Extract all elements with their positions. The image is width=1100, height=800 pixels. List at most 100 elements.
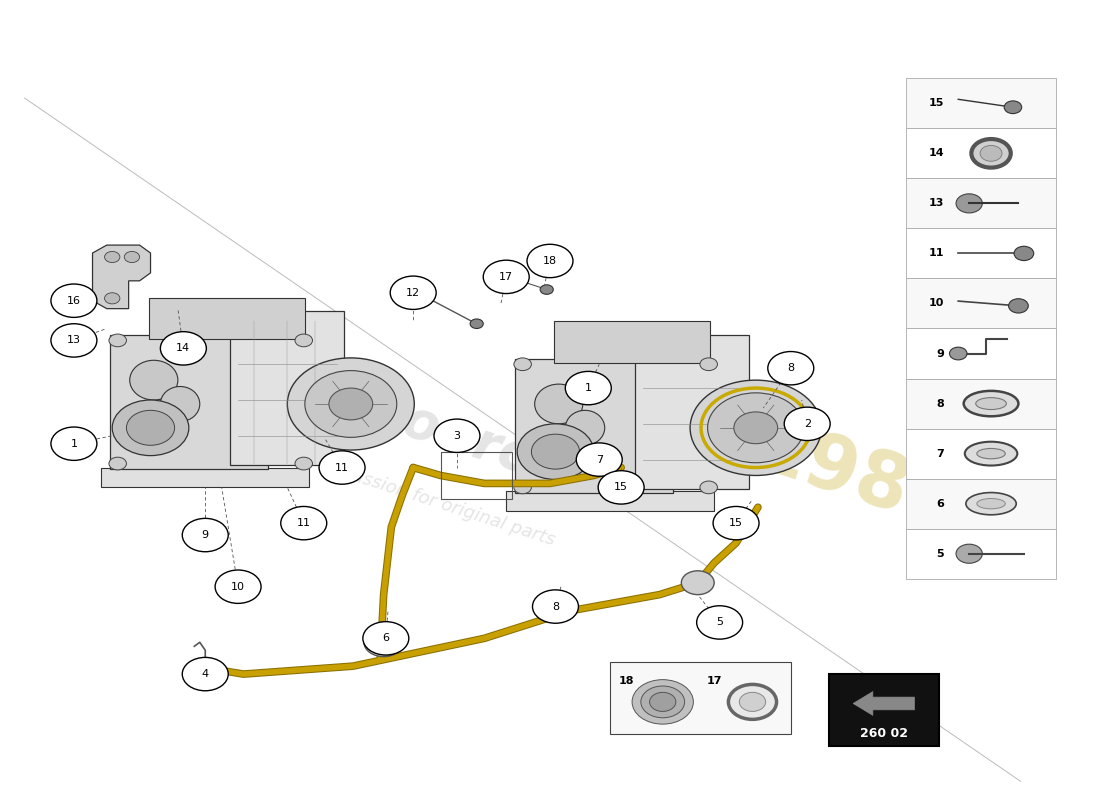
Circle shape xyxy=(517,424,594,479)
Circle shape xyxy=(319,451,365,484)
Bar xyxy=(905,78,1056,128)
Ellipse shape xyxy=(565,410,605,446)
Text: 4: 4 xyxy=(201,669,209,679)
Bar xyxy=(829,674,938,746)
Text: 6: 6 xyxy=(383,634,389,643)
Circle shape xyxy=(287,358,415,450)
Polygon shape xyxy=(92,245,151,309)
Text: 18: 18 xyxy=(543,256,557,266)
FancyBboxPatch shape xyxy=(110,335,267,469)
Circle shape xyxy=(531,434,580,469)
Circle shape xyxy=(681,571,714,594)
Circle shape xyxy=(598,470,645,504)
Polygon shape xyxy=(101,467,309,487)
Text: 10: 10 xyxy=(231,582,245,592)
Text: 8: 8 xyxy=(936,398,944,409)
Circle shape xyxy=(713,506,759,540)
Bar xyxy=(905,329,1056,378)
Text: 9: 9 xyxy=(936,349,944,358)
Text: 13: 13 xyxy=(67,335,81,346)
Circle shape xyxy=(971,139,1011,168)
Circle shape xyxy=(700,358,717,370)
Ellipse shape xyxy=(130,360,178,400)
Text: 15: 15 xyxy=(729,518,744,528)
Circle shape xyxy=(51,324,97,357)
Text: 1: 1 xyxy=(70,438,77,449)
Text: 1: 1 xyxy=(585,383,592,393)
Circle shape xyxy=(739,692,766,711)
Circle shape xyxy=(51,427,97,460)
Circle shape xyxy=(1009,298,1028,313)
Text: 16: 16 xyxy=(67,296,81,306)
Ellipse shape xyxy=(965,442,1018,466)
Circle shape xyxy=(707,393,804,462)
Circle shape xyxy=(956,544,982,563)
Circle shape xyxy=(980,146,1002,162)
Text: 6: 6 xyxy=(936,498,944,509)
Ellipse shape xyxy=(964,391,1019,416)
Circle shape xyxy=(565,371,612,405)
Text: 8: 8 xyxy=(552,602,559,611)
Text: 2: 2 xyxy=(804,419,811,429)
Circle shape xyxy=(641,686,684,718)
Bar xyxy=(441,452,512,499)
Circle shape xyxy=(280,506,327,540)
Circle shape xyxy=(768,351,814,385)
Text: 18: 18 xyxy=(619,677,635,686)
Polygon shape xyxy=(506,491,714,511)
Circle shape xyxy=(700,481,717,494)
Circle shape xyxy=(104,293,120,304)
Circle shape xyxy=(363,622,409,655)
Text: 9: 9 xyxy=(201,530,209,540)
Circle shape xyxy=(784,407,830,441)
Text: 12: 12 xyxy=(406,288,420,298)
Circle shape xyxy=(483,260,529,294)
Circle shape xyxy=(216,570,261,603)
Text: 13: 13 xyxy=(928,198,944,208)
Text: 15: 15 xyxy=(614,482,628,492)
Circle shape xyxy=(470,319,483,329)
Circle shape xyxy=(51,284,97,318)
Circle shape xyxy=(434,419,480,453)
Circle shape xyxy=(690,380,822,475)
Circle shape xyxy=(109,457,126,470)
Circle shape xyxy=(696,606,742,639)
Circle shape xyxy=(183,518,228,552)
Circle shape xyxy=(576,443,623,476)
Bar xyxy=(905,529,1056,578)
Circle shape xyxy=(305,370,397,438)
Circle shape xyxy=(514,358,531,370)
Polygon shape xyxy=(854,691,914,715)
Circle shape xyxy=(295,334,312,346)
FancyBboxPatch shape xyxy=(515,358,672,493)
Text: 11: 11 xyxy=(336,462,349,473)
Circle shape xyxy=(532,590,579,623)
Text: 11: 11 xyxy=(928,249,944,258)
Ellipse shape xyxy=(976,398,1007,410)
Circle shape xyxy=(540,285,553,294)
Text: 1985: 1985 xyxy=(744,411,969,547)
Circle shape xyxy=(109,334,126,346)
Circle shape xyxy=(124,251,140,262)
Text: 10: 10 xyxy=(928,298,944,309)
Circle shape xyxy=(514,481,531,494)
Text: 5: 5 xyxy=(936,549,944,558)
Ellipse shape xyxy=(161,386,200,422)
Text: 5: 5 xyxy=(716,618,723,627)
Circle shape xyxy=(632,680,693,724)
Text: 3: 3 xyxy=(453,430,461,441)
FancyBboxPatch shape xyxy=(636,335,749,489)
Ellipse shape xyxy=(535,384,583,424)
Circle shape xyxy=(734,412,778,444)
Circle shape xyxy=(956,194,982,213)
Bar xyxy=(905,178,1056,229)
Circle shape xyxy=(126,410,175,446)
Text: 8: 8 xyxy=(788,363,794,374)
Bar xyxy=(905,378,1056,429)
Circle shape xyxy=(728,685,777,719)
Circle shape xyxy=(390,276,437,310)
Circle shape xyxy=(650,692,675,711)
FancyBboxPatch shape xyxy=(150,298,305,339)
Circle shape xyxy=(104,251,120,262)
Bar xyxy=(905,429,1056,478)
